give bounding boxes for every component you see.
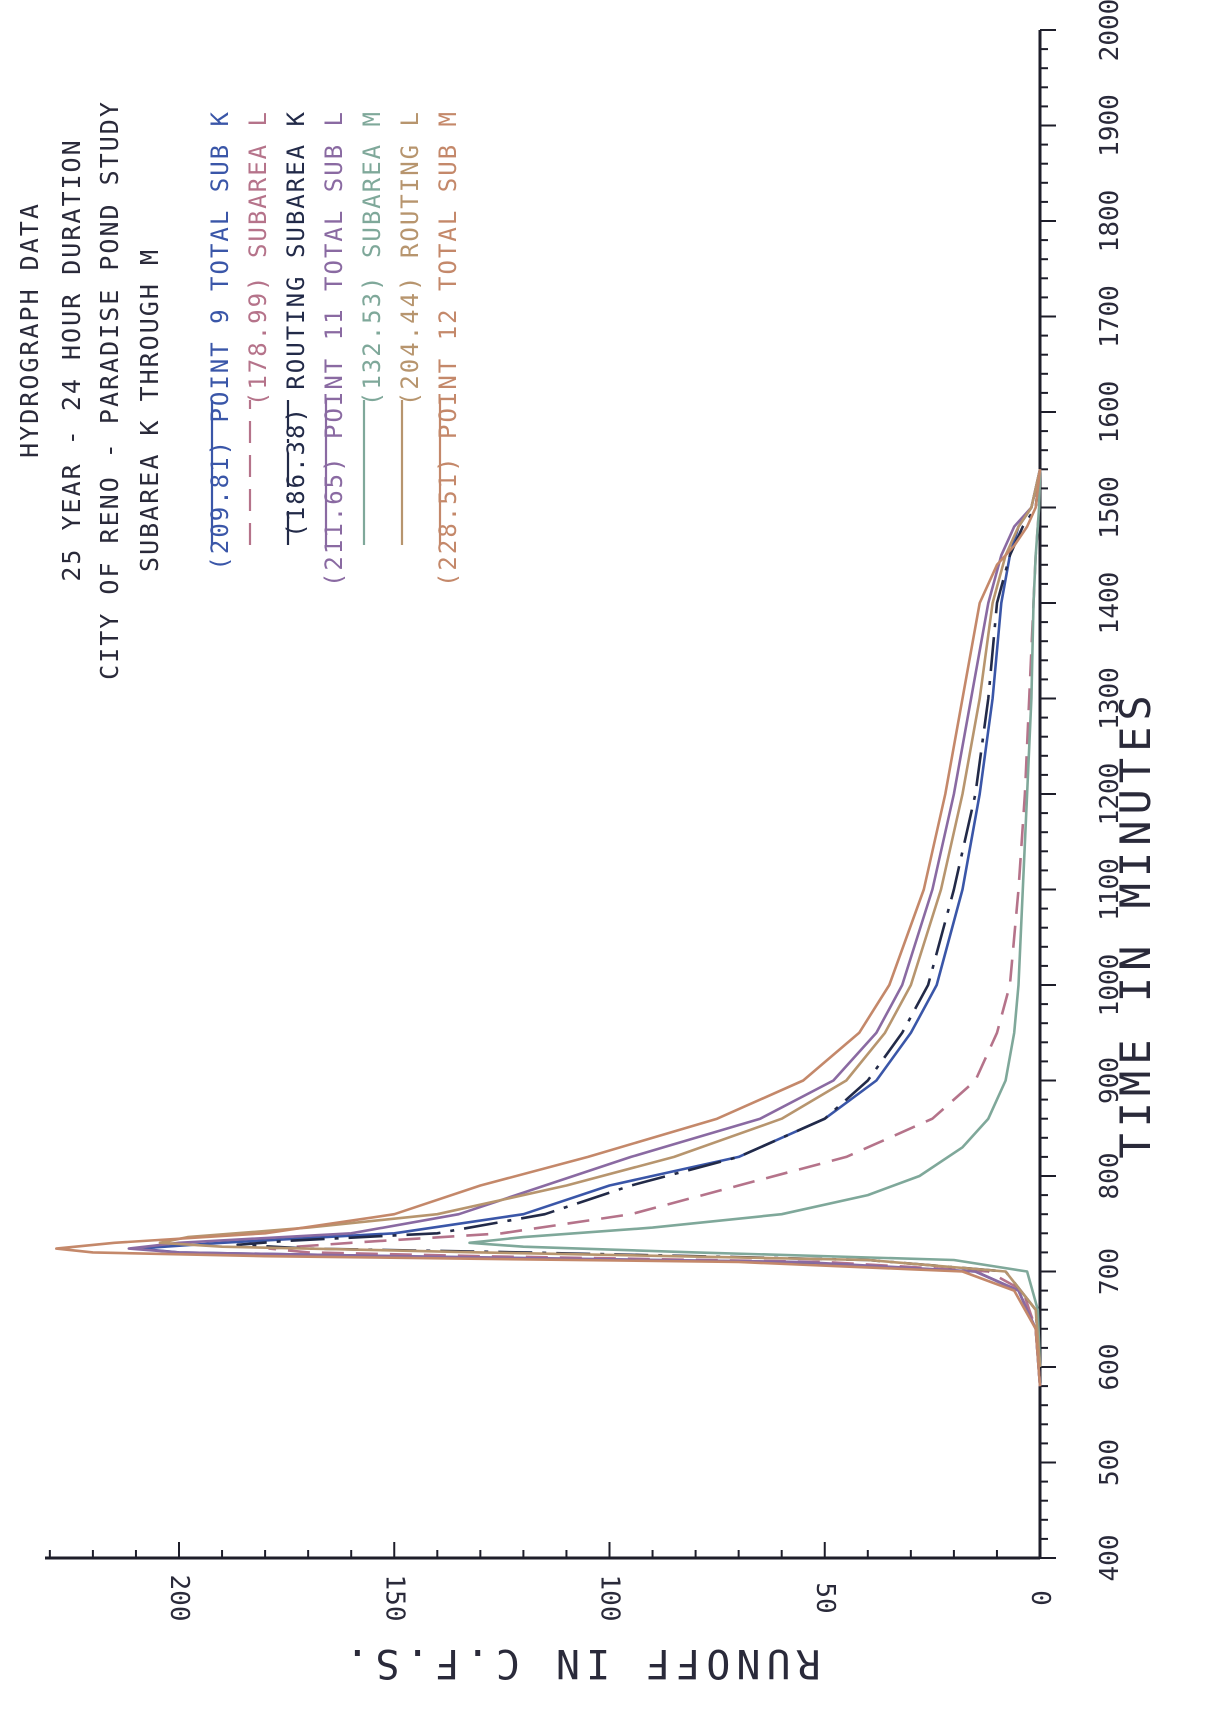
axis-ticks (48, 29, 1056, 1559)
time-tick-label-group: 700 (1095, 1248, 1125, 1295)
time-tick-label-group: 800 (1095, 1153, 1125, 1200)
legend-entry: (204.44) ROUTING L (396, 110, 424, 406)
legend-entry-group: (204.44) ROUTING L (396, 110, 424, 406)
series-line (268, 469, 1042, 1387)
legend-entry-group: (211.65) POINT 11 TOTAL SUB L (320, 110, 348, 587)
chart-title: HYDROGRAPH DATA (15, 202, 44, 458)
series-lines (54, 469, 1042, 1387)
time-tick-label: 1000 (1095, 954, 1125, 1017)
ylabel: RUNOFF IN C.F.S. (339, 1640, 820, 1686)
title-line-group: CITY OF RENO - PARADISE POND STUDY (95, 100, 124, 680)
time-tick-label-group: 1600 (1095, 381, 1125, 444)
runoff-tick-label: 0 (1025, 1590, 1055, 1606)
runoff-tick-label: 150 (379, 1575, 409, 1622)
time-tick-label-group: 1400 (1095, 572, 1125, 635)
time-tick-label: 700 (1095, 1248, 1125, 1295)
time-tick-label-group: 1000 (1095, 954, 1125, 1017)
legend-entry-group: (209.81) POINT 9 TOTAL SUB K (206, 110, 234, 571)
time-tick-label-group: 1100 (1095, 858, 1125, 921)
series-line (158, 469, 1042, 1368)
time-tick-label: 1300 (1095, 667, 1125, 730)
time-tick-label: 400 (1095, 1535, 1125, 1582)
legend-entry-group: (132.53) SUBAREA M (358, 110, 386, 406)
title-line-group: 25 YEAR - 24 HOUR DURATION (57, 138, 86, 581)
ylabel-group: RUNOFF IN C.F.S. (339, 1640, 820, 1686)
runoff-tick-label-group: 100 (595, 1575, 625, 1622)
legend-entry-group: (228.51) POINT 12 TOTAL SUB M (434, 110, 462, 587)
chart-subtitle-line: SUBAREA K THROUGH M (135, 248, 164, 572)
time-tick-label-group: 1800 (1095, 190, 1125, 253)
runoff-tick-label-group: 200 (164, 1575, 194, 1622)
runoff-tick-label: 100 (595, 1575, 625, 1622)
time-tick-label-group: 400 (1095, 1535, 1125, 1582)
time-tick-label-group: 2000 (1095, 0, 1125, 61)
legend-entry-group: (178.99) SUBAREA L (244, 110, 272, 406)
time-tick-label: 1800 (1095, 190, 1125, 253)
series-line (127, 469, 1042, 1387)
time-tick-label-group: 1500 (1095, 476, 1125, 539)
xlabel: TIME IN MINUTES (1111, 689, 1160, 1158)
chart-subtitle-line: 25 YEAR - 24 HOUR DURATION (57, 138, 86, 581)
legend-entry: (178.99) SUBAREA L (244, 110, 272, 406)
chart-frame (45, 30, 1042, 1560)
legend-entry: (211.65) POINT 11 TOTAL SUB L (320, 110, 348, 587)
legend-entry: (209.81) POINT 9 TOTAL SUB K (206, 110, 234, 571)
time-tick-label: 1700 (1095, 285, 1125, 348)
series-line (468, 469, 1042, 1368)
runoff-tick-label: 50 (810, 1582, 840, 1613)
runoff-tick-label-group: 0 (1025, 1590, 1055, 1606)
legend-entry: (186.38) ROUTING SUBAREA K (282, 110, 310, 538)
runoff-tick-label-group: 50 (810, 1582, 840, 1613)
time-tick-label: 1600 (1095, 381, 1125, 444)
time-tick-label: 900 (1095, 1057, 1125, 1104)
time-tick-label-group: 1700 (1095, 285, 1125, 348)
time-tick-label-group: 1200 (1095, 763, 1125, 826)
runoff-tick-label-group: 150 (379, 1575, 409, 1622)
legend-entry-group: (186.38) ROUTING SUBAREA K (282, 110, 310, 538)
legend-entry: (132.53) SUBAREA M (358, 110, 386, 406)
xlabel-group: TIME IN MINUTES (1111, 689, 1160, 1158)
time-tick-label: 1400 (1095, 572, 1125, 635)
legend-entry: (228.51) POINT 12 TOTAL SUB M (434, 110, 462, 587)
time-tick-label: 2000 (1095, 0, 1125, 61)
time-tick-label: 800 (1095, 1153, 1125, 1200)
title-line-group: SUBAREA K THROUGH M (135, 248, 164, 572)
text-labels: 4005006007008009001000110012001300140015… (15, 0, 1160, 1686)
time-tick-label-group: 500 (1095, 1439, 1125, 1486)
runoff-tick-label: 200 (164, 1575, 194, 1622)
time-tick-label: 1900 (1095, 94, 1125, 157)
time-tick-label: 500 (1095, 1439, 1125, 1486)
time-tick-label: 600 (1095, 1344, 1125, 1391)
time-tick-label-group: 1300 (1095, 667, 1125, 730)
time-tick-label: 1200 (1095, 763, 1125, 826)
time-tick-label-group: 900 (1095, 1057, 1125, 1104)
time-tick-label-group: 600 (1095, 1344, 1125, 1391)
title-line-group: HYDROGRAPH DATA (15, 202, 44, 458)
time-tick-label-group: 1900 (1095, 94, 1125, 157)
series-line (54, 469, 1042, 1387)
chart-subtitle-line: CITY OF RENO - PARADISE POND STUDY (95, 100, 124, 680)
time-tick-label: 1100 (1095, 858, 1125, 921)
time-tick-label: 1500 (1095, 476, 1125, 539)
